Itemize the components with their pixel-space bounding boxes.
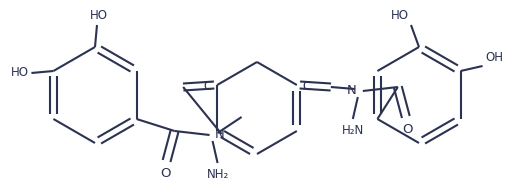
Text: N: N xyxy=(214,128,224,141)
Text: N: N xyxy=(347,84,357,96)
Text: C: C xyxy=(303,80,311,92)
Text: NH₂: NH₂ xyxy=(207,168,229,181)
Text: HO: HO xyxy=(10,67,28,80)
Text: H₂N: H₂N xyxy=(342,124,364,137)
Text: O: O xyxy=(160,167,171,180)
Text: OH: OH xyxy=(486,51,504,64)
Text: HO: HO xyxy=(90,9,108,22)
Text: O: O xyxy=(402,123,413,136)
Text: C: C xyxy=(203,80,211,92)
Text: HO: HO xyxy=(391,9,409,22)
